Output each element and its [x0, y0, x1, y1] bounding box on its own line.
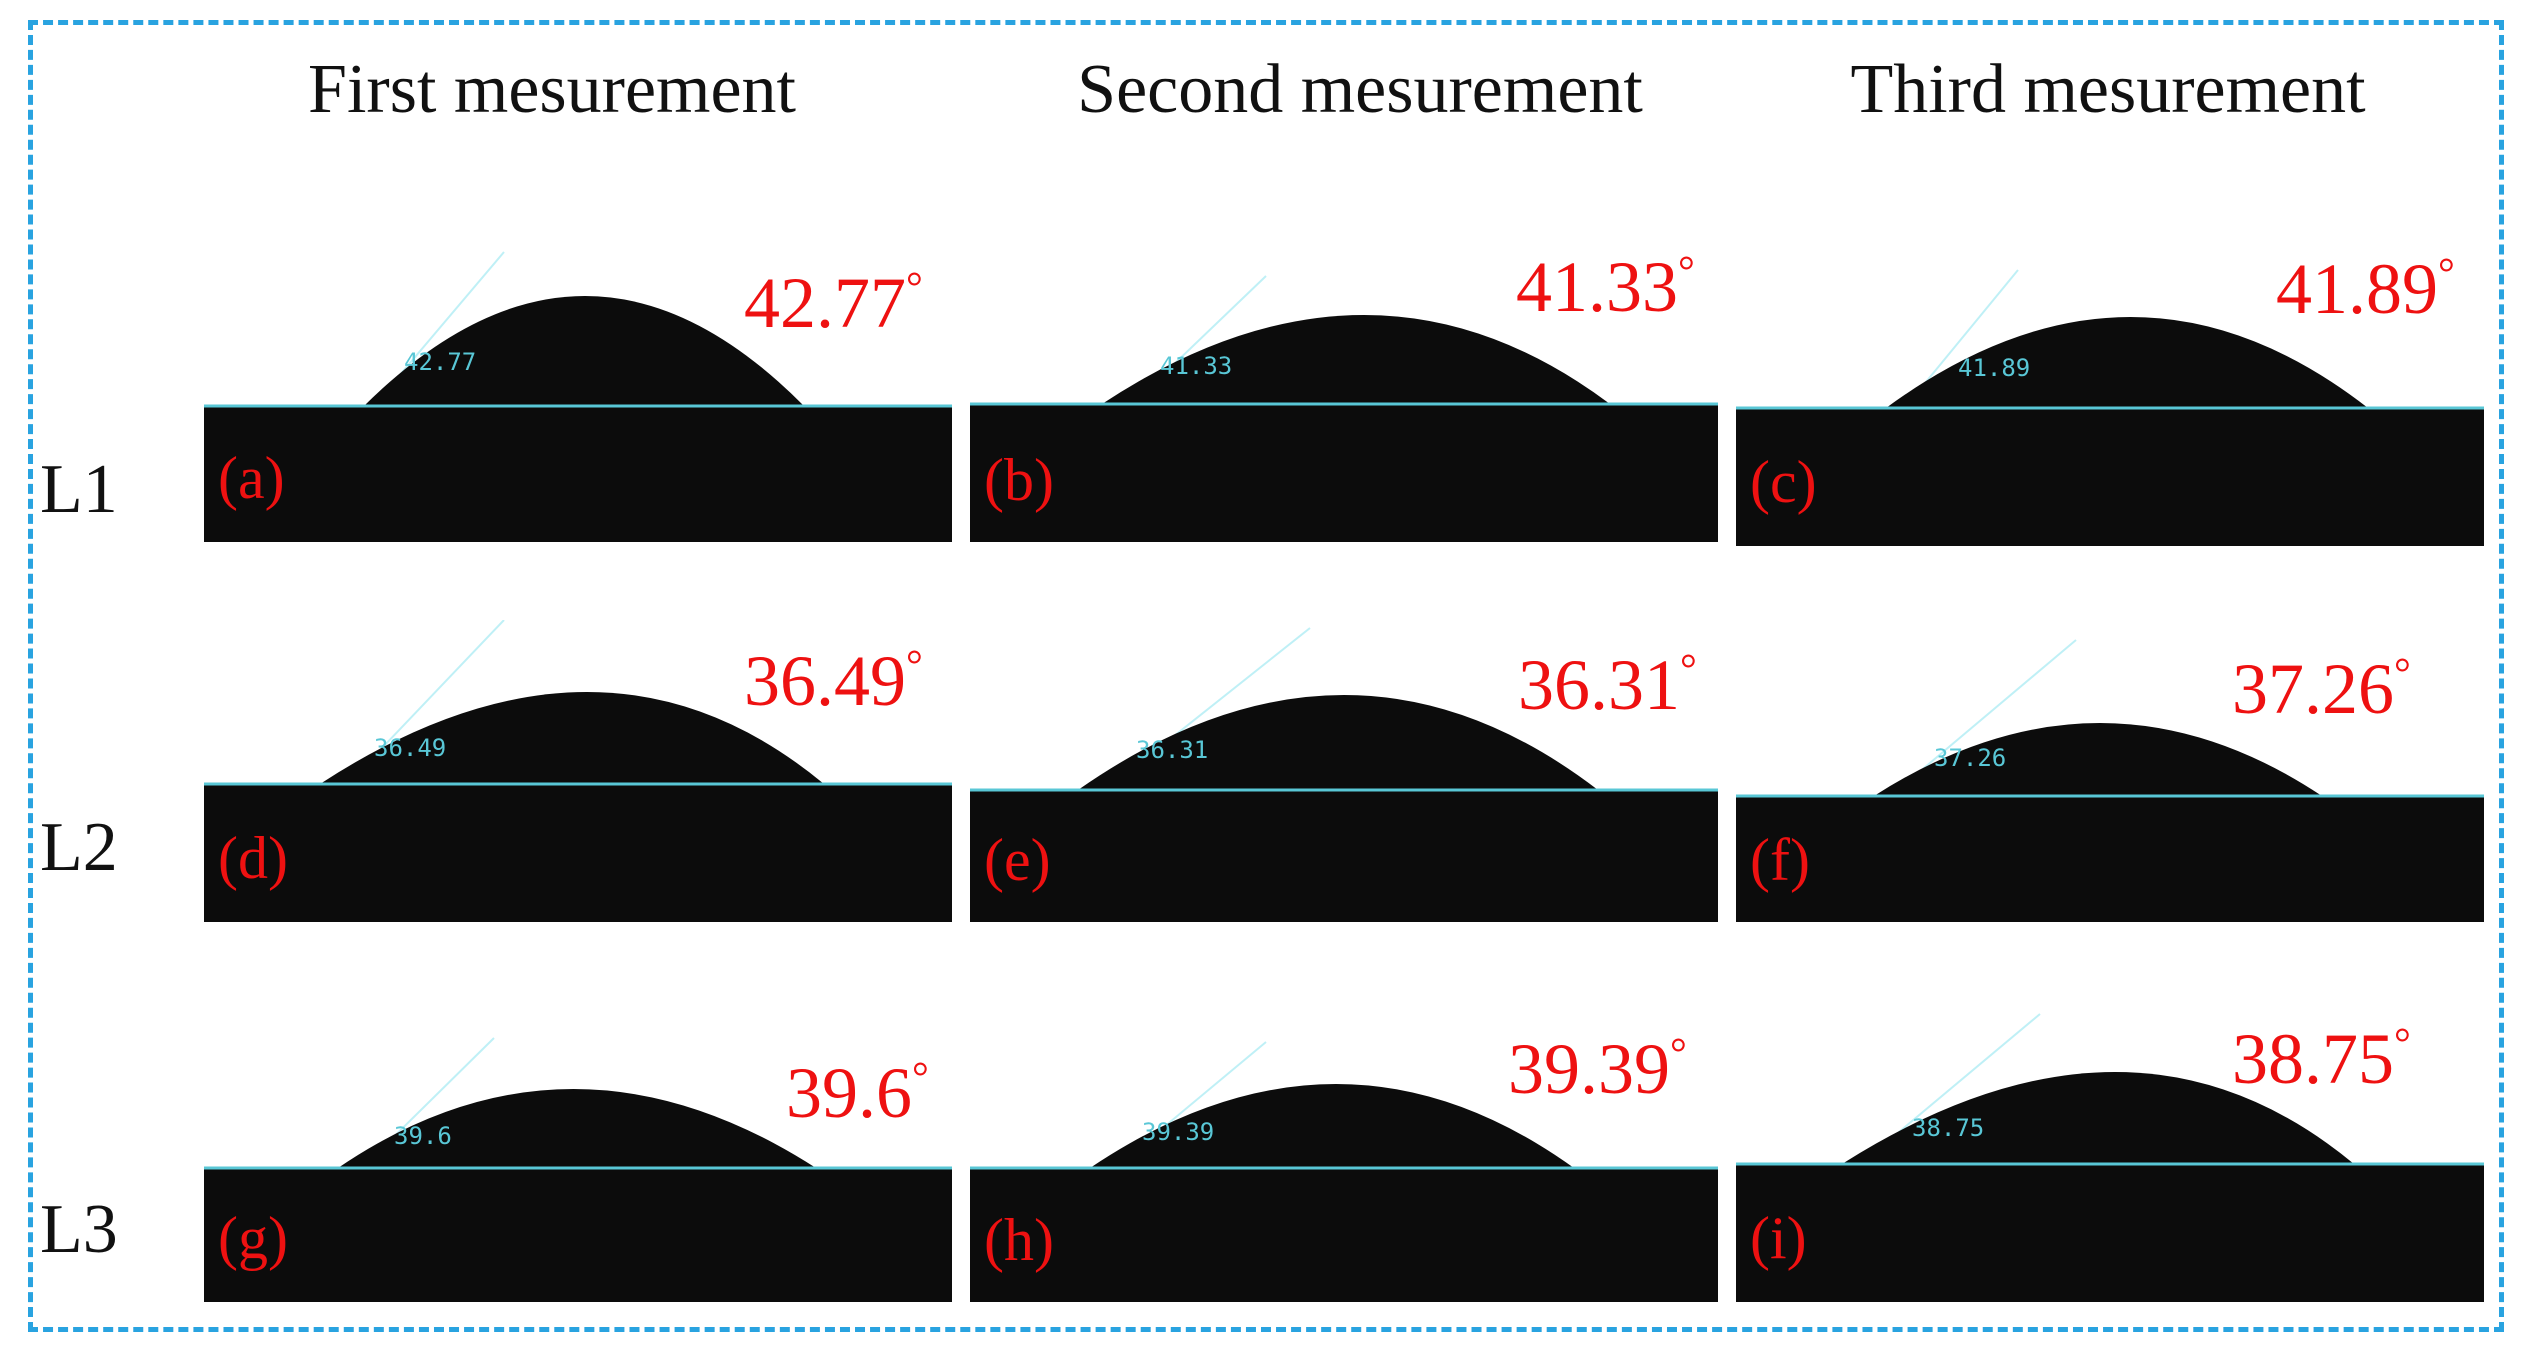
- overlay-angle-i: 38.75: [1912, 1114, 1985, 1142]
- angle-label-i: 38.75°: [2232, 1019, 2411, 1099]
- row-label-l1: L1: [40, 451, 118, 528]
- droplet-photo-h: 39.39 39.39° (h): [970, 1000, 1718, 1302]
- angle-label-b: 41.33°: [1516, 247, 1695, 327]
- overlay-angle-a: 42.77: [404, 348, 477, 376]
- dashed-frame: [28, 20, 2504, 1332]
- angle-label-f: 37.26°: [2232, 649, 2411, 729]
- angle-label-e: 36.31°: [1518, 645, 1697, 725]
- overlay-angle-f: 37.26: [1934, 744, 2007, 772]
- panel-letter-f: (f): [1750, 827, 1810, 893]
- droplet-photo-c-image: [1736, 269, 2484, 546]
- overlay-angle-e: 36.31: [1136, 736, 1209, 764]
- panel-letter-g: (g): [218, 1205, 288, 1271]
- angle-label-g: 39.6°: [786, 1053, 929, 1133]
- droplet-photo-a-image: [204, 251, 952, 542]
- row-label-l3: L3: [40, 1191, 118, 1268]
- overlay-angle-g: 39.6: [394, 1122, 452, 1150]
- angle-label-d: 36.49°: [744, 641, 923, 721]
- droplet-photo-d: 36.49 36.49° (d): [204, 620, 952, 922]
- panel-letter-c: (c): [1750, 449, 1817, 515]
- column-title-first: First mesurement: [308, 51, 796, 128]
- overlay-angle-d: 36.49: [374, 734, 447, 762]
- droplet-photo-e-image: [970, 627, 1718, 922]
- panel-letter-i: (i): [1750, 1205, 1807, 1271]
- column-title-third: Third mesurement: [1850, 51, 2366, 128]
- droplet-photo-b-image: [970, 275, 1718, 542]
- droplet-photo-g: 39.6 39.6° (g): [204, 1000, 952, 1302]
- droplet-photo-e: 36.31 36.31° (e): [970, 620, 1718, 922]
- panel-letter-a: (a): [218, 445, 285, 511]
- droplet-photo-g-image: [204, 1037, 952, 1302]
- overlay-angle-h: 39.39: [1142, 1118, 1215, 1146]
- panel-letter-h: (h): [984, 1207, 1054, 1273]
- droplet-photo-f-image: [1736, 639, 2484, 922]
- droplet-photo-i: 38.75 38.75° (i): [1736, 1000, 2484, 1302]
- droplet-photo-a: 42.77 42.77° (a): [204, 236, 952, 542]
- panel-letter-e: (e): [984, 827, 1051, 893]
- droplet-photo-f: 37.26 37.26° (f): [1736, 620, 2484, 922]
- angle-label-a: 42.77°: [744, 263, 923, 343]
- panel-letter-b: (b): [984, 447, 1054, 513]
- droplet-photo-b: 41.33 41.33° (b): [970, 236, 1718, 542]
- panel-letter-d: (d): [218, 825, 288, 891]
- droplet-photo-c: 41.89 41.89° (c): [1736, 236, 2484, 546]
- column-title-second: Second mesurement: [1077, 51, 1643, 128]
- overlay-angle-c: 41.89: [1958, 354, 2031, 382]
- droplet-photo-i-image: [1736, 1013, 2484, 1302]
- overlay-angle-b: 41.33: [1160, 352, 1233, 380]
- droplet-photo-d-image: [204, 620, 952, 922]
- row-label-l2: L2: [40, 809, 118, 886]
- angle-label-h: 39.39°: [1508, 1029, 1687, 1109]
- angle-label-c: 41.89°: [2276, 249, 2455, 329]
- droplet-photo-h-image: [970, 1041, 1718, 1302]
